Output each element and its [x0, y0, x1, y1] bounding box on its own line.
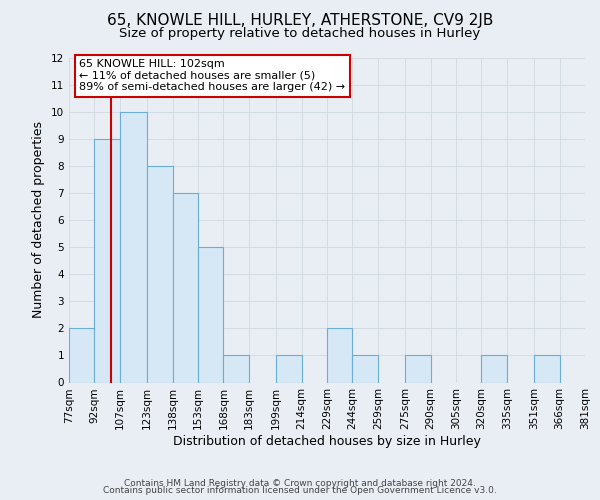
Bar	[276, 356, 302, 382]
Bar	[352, 356, 378, 382]
Bar	[198, 247, 223, 382]
Text: Contains public sector information licensed under the Open Government Licence v3: Contains public sector information licen…	[103, 486, 497, 495]
Bar	[147, 166, 173, 382]
Bar	[94, 138, 120, 382]
Text: Size of property relative to detached houses in Hurley: Size of property relative to detached ho…	[119, 28, 481, 40]
Bar	[173, 193, 198, 382]
Bar	[534, 356, 560, 382]
Text: 65, KNOWLE HILL, HURLEY, ATHERSTONE, CV9 2JB: 65, KNOWLE HILL, HURLEY, ATHERSTONE, CV9…	[107, 12, 493, 28]
Bar	[69, 328, 94, 382]
Bar	[327, 328, 352, 382]
Y-axis label: Number of detached properties: Number of detached properties	[32, 122, 46, 318]
Bar	[481, 356, 507, 382]
Bar	[405, 356, 431, 382]
X-axis label: Distribution of detached houses by size in Hurley: Distribution of detached houses by size …	[173, 435, 481, 448]
Text: Contains HM Land Registry data © Crown copyright and database right 2024.: Contains HM Land Registry data © Crown c…	[124, 478, 476, 488]
Bar	[223, 356, 249, 382]
Text: 65 KNOWLE HILL: 102sqm
← 11% of detached houses are smaller (5)
89% of semi-deta: 65 KNOWLE HILL: 102sqm ← 11% of detached…	[79, 59, 346, 92]
Bar	[120, 112, 147, 382]
